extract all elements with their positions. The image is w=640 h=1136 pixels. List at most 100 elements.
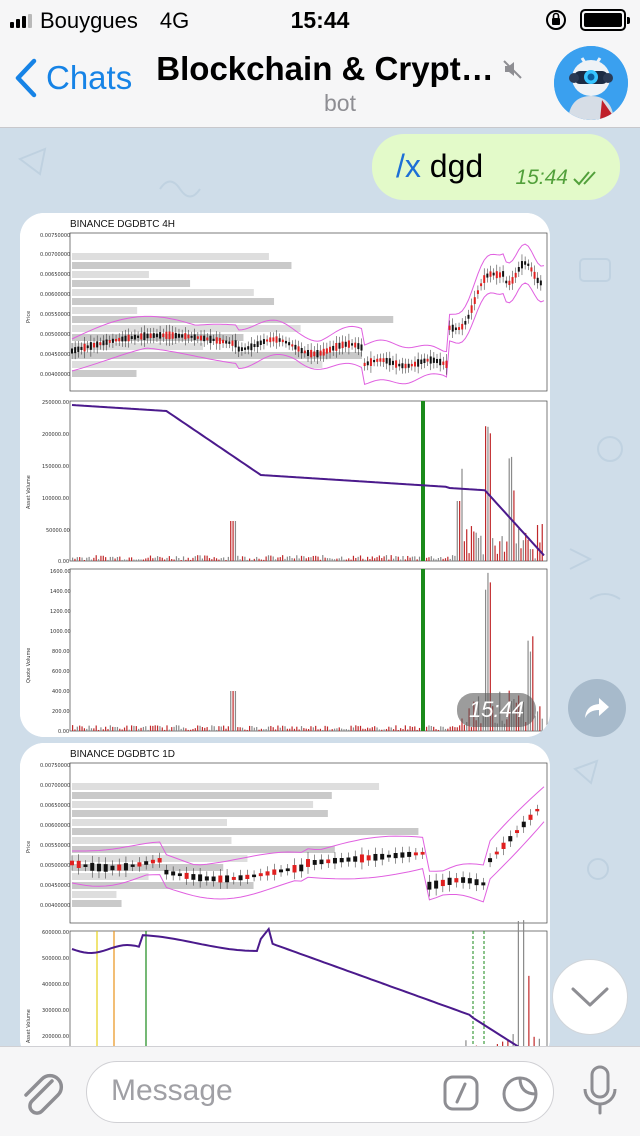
volume-bar [411, 726, 414, 731]
volume-bar [480, 535, 482, 561]
candle-body [159, 332, 162, 339]
chart-image-4h[interactable]: BINANCE DGDBTC 4H 0.00750000 0.00700000 … [20, 213, 550, 737]
candle-body [174, 332, 177, 339]
volume-bar [86, 557, 88, 561]
asset-volume-line-4h [71, 404, 545, 557]
volume-bar [397, 729, 399, 731]
volume-bar [395, 556, 397, 561]
volume-bar [152, 558, 154, 561]
volume-bar [72, 725, 74, 731]
candle-body [190, 335, 193, 338]
volume-bar [180, 728, 182, 731]
candle-body [108, 340, 111, 343]
volume-bar [180, 559, 182, 561]
outgoing-message[interactable]: /x dgd 15:44 [372, 134, 620, 200]
volume-bar [527, 640, 529, 731]
volume-bar [190, 729, 192, 731]
volume-bar [508, 458, 510, 561]
candle-body [369, 358, 372, 366]
volume-bar [274, 729, 277, 731]
volume-bar [107, 559, 109, 561]
candle-body [511, 277, 514, 284]
attach-button[interactable] [18, 1067, 64, 1122]
volume-profile-bar [72, 343, 204, 350]
candle-body [218, 875, 223, 883]
message-input[interactable] [111, 1074, 411, 1108]
volume-bar [402, 729, 404, 731]
volume-bar [267, 726, 270, 731]
volume-bar [293, 558, 296, 561]
candle-body [212, 338, 215, 341]
volume-bar [503, 723, 506, 731]
bot-avatar[interactable] [554, 46, 628, 120]
volume-bar [343, 729, 345, 731]
volume-bar [350, 559, 352, 561]
volume-bar [279, 727, 281, 731]
volume-bar [97, 559, 100, 561]
volume-bar [451, 555, 454, 561]
stickers-button[interactable] [501, 1075, 539, 1118]
bot-command-link[interactable]: /x [396, 148, 421, 184]
volume-bar [225, 559, 227, 561]
volume-profile-bar [72, 891, 117, 898]
svg-text:0.00600000: 0.00600000 [40, 823, 70, 829]
volume-bar [215, 558, 218, 561]
volume-bar [525, 722, 527, 731]
candle-body [240, 347, 243, 351]
volume-bar [140, 727, 142, 731]
volume-bar [407, 555, 409, 561]
volume-bar [485, 589, 487, 731]
voice-record-button[interactable] [582, 1065, 618, 1122]
volume-bar [279, 557, 281, 561]
candle-body [124, 335, 127, 342]
volume-bar [100, 555, 102, 561]
bollinger-upper [71, 243, 545, 353]
volume-profile-bar [72, 271, 149, 278]
volume-bar [204, 727, 206, 731]
back-button[interactable]: Chats [14, 58, 132, 98]
volume-bar [364, 559, 366, 561]
message-field[interactable] [86, 1061, 554, 1123]
volume-bar [95, 555, 97, 561]
volume-bar [192, 728, 194, 731]
svg-text:400000.00: 400000.00 [42, 982, 69, 988]
volume-bar [182, 727, 185, 731]
candle-body [404, 363, 407, 369]
volume-bar [199, 555, 201, 561]
candle-body [393, 853, 398, 859]
candle-body [168, 331, 171, 340]
volume-bar [289, 728, 291, 731]
volume-bar [265, 728, 267, 731]
volume-bar [485, 426, 487, 561]
volume-bar [310, 557, 312, 561]
candle-body [338, 342, 341, 349]
volume-bar [88, 725, 90, 731]
candle-body [71, 348, 73, 354]
bollinger-bands-4h [71, 243, 545, 386]
candle-body [146, 333, 149, 339]
volume-bar [72, 557, 74, 561]
candle-body [380, 853, 385, 860]
candle-body [427, 881, 432, 890]
bot-commands-button[interactable] [443, 1075, 479, 1116]
candle-body [285, 868, 290, 872]
chat-header[interactable]: Blockchain & Crypt… bot [150, 50, 530, 117]
volume-bar [166, 557, 168, 561]
volume-bar [298, 558, 300, 561]
volume-bar [147, 557, 149, 561]
chart-image-1d[interactable]: BINANCE DGDBTC 1D 0.00750000 0.00700000 … [20, 743, 550, 1046]
share-button[interactable] [568, 679, 626, 737]
volume-bar [355, 725, 357, 731]
volume-bar [459, 725, 461, 731]
volume-bar [159, 556, 161, 561]
chat-area[interactable]: /x dgd 15:44 BINANCE DGDBTC 4H 0.0075000… [0, 129, 640, 1046]
scroll-to-bottom-button[interactable] [552, 959, 628, 1035]
volume-bar [324, 557, 326, 561]
volume-bar [197, 555, 199, 561]
volume-bar [227, 726, 229, 731]
volume-bar [362, 728, 364, 731]
volume-bar [185, 728, 187, 731]
volume-bar [520, 548, 522, 561]
candle-body [326, 859, 331, 864]
volume-bar [404, 725, 406, 731]
